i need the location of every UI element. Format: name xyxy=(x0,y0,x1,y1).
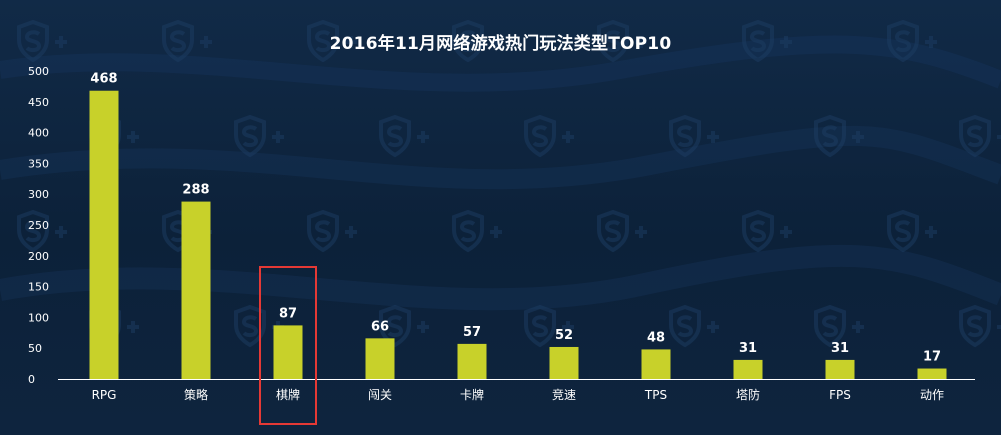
bar-value-label: 52 xyxy=(555,328,573,343)
shield-plus-icon xyxy=(669,304,719,348)
shield-plus-icon xyxy=(307,19,357,63)
bar xyxy=(89,90,119,379)
shield-plus-icon xyxy=(742,209,792,253)
shield-plus-icon xyxy=(379,114,429,158)
bar xyxy=(273,325,303,379)
bar-value-label: 17 xyxy=(923,350,941,365)
shield-plus-icon xyxy=(959,304,1001,348)
y-tick-label: 400 xyxy=(28,127,49,140)
bar-value-label: 66 xyxy=(371,319,389,334)
bar-value-label: 468 xyxy=(90,72,117,87)
y-tick-label: 300 xyxy=(28,188,49,201)
shield-plus-icon xyxy=(887,19,937,63)
x-category-label: TPS xyxy=(644,388,667,402)
bar xyxy=(733,359,763,379)
x-category-label: FPS xyxy=(829,388,851,402)
y-tick-label: 450 xyxy=(28,96,49,109)
x-category-label: 竞速 xyxy=(552,388,576,402)
shield-plus-icon xyxy=(17,19,67,63)
bar xyxy=(181,201,211,379)
shield-plus-icon xyxy=(379,304,429,348)
shield-plus-icon xyxy=(452,19,502,63)
bar xyxy=(457,343,487,379)
shield-plus-icon xyxy=(814,114,864,158)
shield-plus-icon xyxy=(452,209,502,253)
bar-value-label: 288 xyxy=(182,183,209,198)
shield-plus-icon xyxy=(524,114,574,158)
shield-plus-icon xyxy=(162,19,212,63)
bar xyxy=(365,338,395,379)
shield-plus-icon xyxy=(959,114,1001,158)
y-tick-label: 200 xyxy=(28,250,49,263)
bar-value-label: 31 xyxy=(831,341,849,356)
bar-value-label: 87 xyxy=(279,306,297,321)
bar xyxy=(825,359,855,379)
shield-plus-icon xyxy=(887,209,937,253)
bars xyxy=(89,90,947,379)
y-tick-label: 0 xyxy=(28,373,35,386)
x-category-label: 卡牌 xyxy=(460,388,484,402)
bar-value-label: 31 xyxy=(739,341,757,356)
bar-value-label: 48 xyxy=(647,330,665,345)
value-labels: 468 288 87 66 57 52 48 31 31 17 xyxy=(90,72,941,365)
shield-plus-icon xyxy=(669,114,719,158)
x-category-label: 棋牌 xyxy=(276,388,300,402)
bar xyxy=(549,346,579,379)
bar xyxy=(641,349,671,379)
shield-plus-icon xyxy=(524,304,574,348)
shield-plus-icon xyxy=(234,114,284,158)
highlight-box xyxy=(259,266,317,425)
y-tick-label: 50 xyxy=(28,342,42,355)
y-tick-label: 500 xyxy=(28,65,49,78)
x-category-label: 闯关 xyxy=(368,387,392,402)
bar xyxy=(917,368,947,379)
shield-plus-icon xyxy=(307,209,357,253)
y-axis: 0 50 100 150 200 250 300 350 400 450 500 xyxy=(28,65,49,386)
x-category-label: RPG xyxy=(92,388,117,402)
watermark-logos xyxy=(17,19,1001,348)
y-tick-label: 150 xyxy=(28,281,49,294)
shield-plus-icon xyxy=(597,19,647,63)
shield-plus-icon xyxy=(742,19,792,63)
x-category-label: 动作 xyxy=(920,388,944,402)
chart-title: 2016年11月网络游戏热门玩法类型TOP10 xyxy=(329,34,672,54)
y-tick-label: 100 xyxy=(28,311,49,324)
x-category-label: 策略 xyxy=(184,387,208,402)
shield-plus-icon xyxy=(17,209,67,253)
y-tick-label: 250 xyxy=(28,219,49,232)
shield-plus-icon xyxy=(597,209,647,253)
x-axis-labels: RPG 策略 棋牌 闯关 卡牌 竞速 TPS 塔防 FPS 动作 xyxy=(92,387,944,402)
shield-plus-icon xyxy=(814,304,864,348)
bar-value-label: 57 xyxy=(463,325,481,340)
y-tick-label: 350 xyxy=(28,157,49,170)
x-category-label: 塔防 xyxy=(736,387,760,402)
